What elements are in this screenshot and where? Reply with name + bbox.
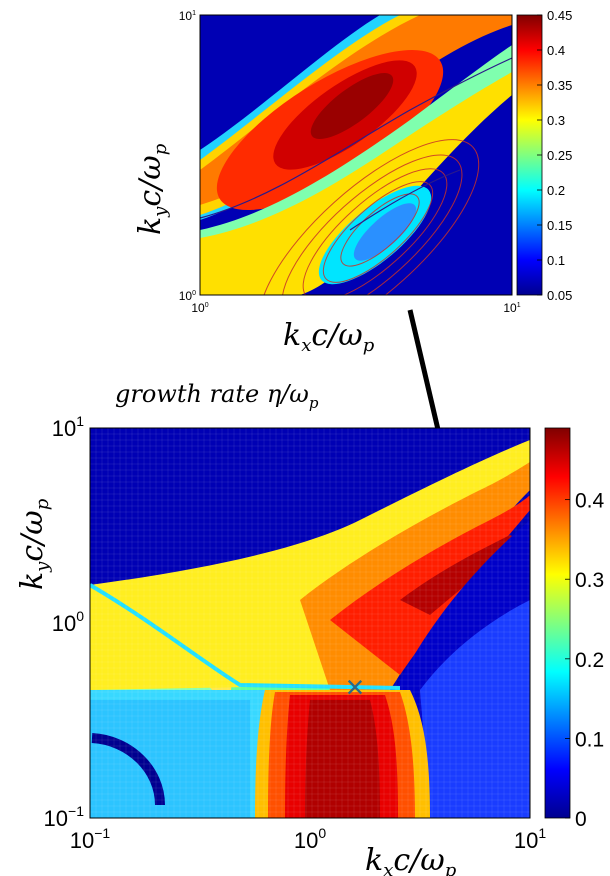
inset-colorbar-tick-label: 0.15 [547, 218, 572, 233]
inset-y-tick-label: 100 [179, 289, 196, 303]
inset-colorbar-tick-label: 0.1 [547, 253, 565, 268]
main-colorbar-tick-label: 0.1 [575, 728, 604, 751]
main-y-tick-label: 10−1 [44, 803, 85, 831]
main-y-tick-label: 101 [52, 413, 84, 441]
main-y-tick-label: 100 [52, 608, 84, 636]
inset-heatmap [200, 15, 512, 295]
main-title: growth rate η/ωp [115, 380, 319, 412]
main-x-label: kxc/ωp [365, 843, 457, 876]
inset-x-tick-label: 100 [191, 301, 208, 315]
main-x-tick-label: 100 [294, 825, 326, 853]
main-y-tick-labels: 10−1 100 101 [44, 413, 85, 831]
main-y-label: kyc/ωp [15, 498, 53, 590]
inset-y-tick-label: 101 [179, 9, 196, 23]
main-colorbar-ticks: 0.4 0.3 0.2 0.1 0 [565, 490, 605, 831]
main-x-tick-labels: 10−1 100 101 [70, 825, 547, 853]
main-x-tick-label: 101 [514, 825, 546, 853]
inset-colorbar-tick-label: 0.45 [547, 8, 572, 23]
inset-colorbar-tick-label: 0.2 [547, 183, 565, 198]
inset-colorbar-tick-label: 0.3 [547, 113, 565, 128]
inset-axes-frame [199, 14, 513, 296]
inset-y-tick-labels: 100 101 [179, 9, 196, 303]
main-colorbar-tick-label: 0.3 [575, 569, 604, 592]
inset-x-tick-label: 101 [503, 301, 520, 315]
inset-x-label: kxc/ωp [283, 318, 375, 356]
marker-x: × [346, 669, 365, 705]
main-colorbar [544, 427, 571, 819]
main-axes-frame [89, 427, 531, 819]
main-colorbar-tick-label: 0 [575, 808, 587, 831]
main-x-tick-label: 10−1 [70, 825, 111, 853]
main-plot: growth rate η/ωp [15, 380, 605, 876]
main-colorbar-tick-label: 0.2 [575, 649, 604, 672]
inset-x-tick-labels: 100 101 [191, 301, 520, 315]
main-colorbar-tick-label: 0.4 [575, 490, 605, 513]
inset-colorbar-tick-label: 0.05 [547, 288, 572, 303]
inset-y-label: kyc/ωp [133, 143, 171, 235]
main-heatmap [90, 428, 530, 818]
inset-colorbar-tick-label: 0.35 [547, 78, 572, 93]
inset-colorbar-tick-label: 0.4 [547, 43, 565, 58]
inset-colorbar-tick-label: 0.25 [547, 148, 572, 163]
inset-colorbar-ticks: 0.45 0.4 0.35 0.3 0.25 0.2 0.15 0.1 0.05 [537, 8, 572, 303]
